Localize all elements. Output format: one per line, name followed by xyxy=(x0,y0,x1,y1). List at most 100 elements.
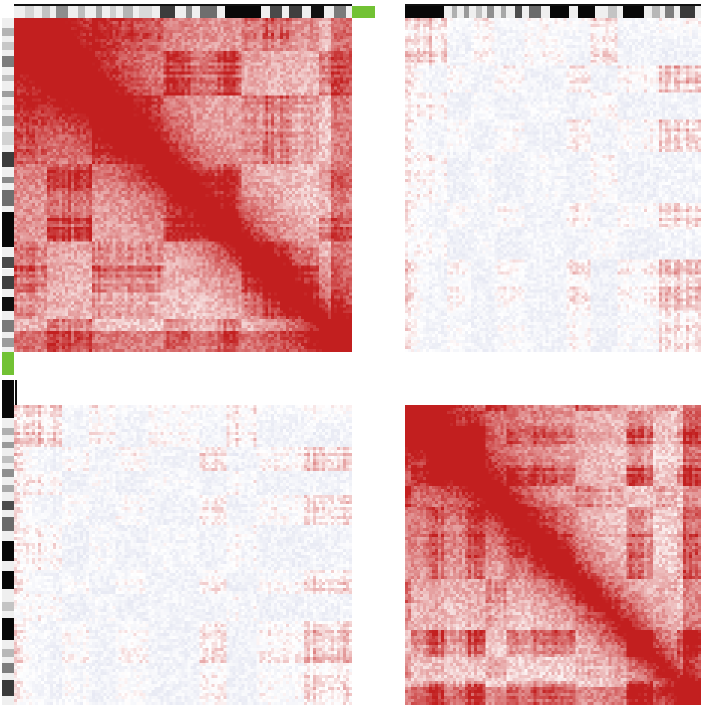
left-annotation-block xyxy=(2,125,14,133)
left-annotation-block xyxy=(2,501,14,510)
top-annotation-block xyxy=(160,6,176,18)
left-annotation-block xyxy=(2,247,14,257)
top-annotation-block xyxy=(608,6,617,18)
left-annotation-block xyxy=(2,477,14,485)
top-annotation-block xyxy=(652,6,660,18)
top-annotation-block xyxy=(680,6,696,18)
top-annotation-block xyxy=(528,6,541,18)
left-annotation-block xyxy=(2,571,14,589)
left-annotation-block xyxy=(2,27,14,36)
left-annotation-block xyxy=(2,673,14,680)
left-annotation-block xyxy=(2,116,14,126)
top-annotation-block xyxy=(175,6,186,18)
top-annotation-block xyxy=(595,6,609,18)
top-annotation-block xyxy=(24,6,35,18)
left-annotation-block xyxy=(2,428,14,435)
top-annotation-block xyxy=(623,6,644,18)
top-annotation-block xyxy=(665,6,674,18)
left-annotation-block xyxy=(2,485,14,492)
left-annotation-block xyxy=(2,680,14,696)
heatmap-panel-top-right xyxy=(405,18,701,352)
heatmap-panel-bottom-left xyxy=(14,405,352,705)
left-annotation-block xyxy=(2,346,14,352)
left-annotation-block xyxy=(2,418,14,428)
top-annotation-block xyxy=(352,6,375,18)
top-annotation-block xyxy=(481,6,488,18)
left-annotation-block xyxy=(2,589,14,602)
top-annotation-block xyxy=(192,6,201,18)
top-annotation-block xyxy=(487,6,494,18)
top-annotation-block xyxy=(310,6,325,18)
top-annotation-block xyxy=(115,6,124,18)
top-annotation-block xyxy=(77,6,85,18)
left-annotation-block xyxy=(2,640,14,649)
top-annotation-block xyxy=(110,6,116,18)
heatmap-canvas-top-left xyxy=(14,18,352,352)
left-annotation-block xyxy=(2,275,14,289)
left-annotation-block xyxy=(2,297,14,311)
left-annotation-block xyxy=(2,352,14,375)
left-annotation-block xyxy=(2,331,14,339)
top-annotation-block xyxy=(56,6,69,18)
top-annotation-block xyxy=(514,6,523,18)
top-annotation-block xyxy=(260,6,271,18)
left-annotation-block xyxy=(2,42,14,50)
top-annotation-block xyxy=(333,6,346,18)
top-annotation-block xyxy=(289,6,303,18)
top-annotation-block xyxy=(643,6,653,18)
left-annotation-block xyxy=(2,456,14,463)
top-annotation-block xyxy=(568,6,579,18)
left-annotation-block xyxy=(2,510,14,517)
left-annotation-block xyxy=(2,190,14,207)
left-annotation-block xyxy=(2,18,14,28)
top-annotation-block xyxy=(522,6,529,18)
top-annotation-block xyxy=(68,6,78,18)
left-annotation-block xyxy=(2,531,14,541)
left-annotation-block xyxy=(2,212,14,248)
top-annotation-block xyxy=(444,6,452,18)
left-annotation-block xyxy=(2,268,14,276)
top-annotation-block xyxy=(50,6,57,18)
top-annotation-block xyxy=(282,6,290,18)
heatmap-canvas-bottom-right xyxy=(405,405,701,705)
top-annotation-block xyxy=(550,6,569,18)
left-annotation-block xyxy=(2,663,14,673)
top-annotation-block xyxy=(84,6,96,18)
left-annotation-block xyxy=(2,649,14,657)
top-annotation-rule-right xyxy=(405,4,701,6)
top-annotation-block xyxy=(659,6,666,18)
left-annotation-block xyxy=(2,90,14,98)
top-annotation-block xyxy=(302,6,311,18)
left-annotation-block xyxy=(2,109,14,117)
left-annotation-block xyxy=(2,435,14,442)
left-annotation-block xyxy=(2,144,14,153)
top-annotation-block xyxy=(217,6,225,18)
top-annotation-block xyxy=(673,6,681,18)
top-annotation-block xyxy=(493,6,501,18)
top-annotation-block xyxy=(101,6,111,18)
top-annotation-block xyxy=(405,6,445,18)
left-annotation-block xyxy=(2,380,14,418)
left-annotation-block xyxy=(2,602,14,611)
left-annotation-block xyxy=(2,66,14,76)
heatmap-panel-bottom-right xyxy=(405,405,701,705)
heatmap-canvas-top-right xyxy=(405,18,701,352)
left-annotation-block xyxy=(2,152,14,168)
top-annotation-rule-left xyxy=(14,4,352,6)
left-annotation-block xyxy=(2,492,14,501)
left-annotation-block xyxy=(2,206,14,213)
left-annotation-block xyxy=(2,132,14,145)
top-annotation-block xyxy=(14,6,25,18)
top-annotation-block xyxy=(578,6,596,18)
top-annotation-block xyxy=(224,6,261,18)
left-annotation-block xyxy=(2,561,14,571)
top-annotation-block xyxy=(345,6,352,18)
top-annotation-block xyxy=(200,6,218,18)
left-annotation-block xyxy=(2,97,14,105)
top-annotation-block xyxy=(540,6,551,18)
left-annotation-block xyxy=(2,176,14,183)
left-annotation-block xyxy=(2,657,14,663)
top-annotation-block xyxy=(139,6,152,18)
left-annotation-block xyxy=(2,541,14,561)
